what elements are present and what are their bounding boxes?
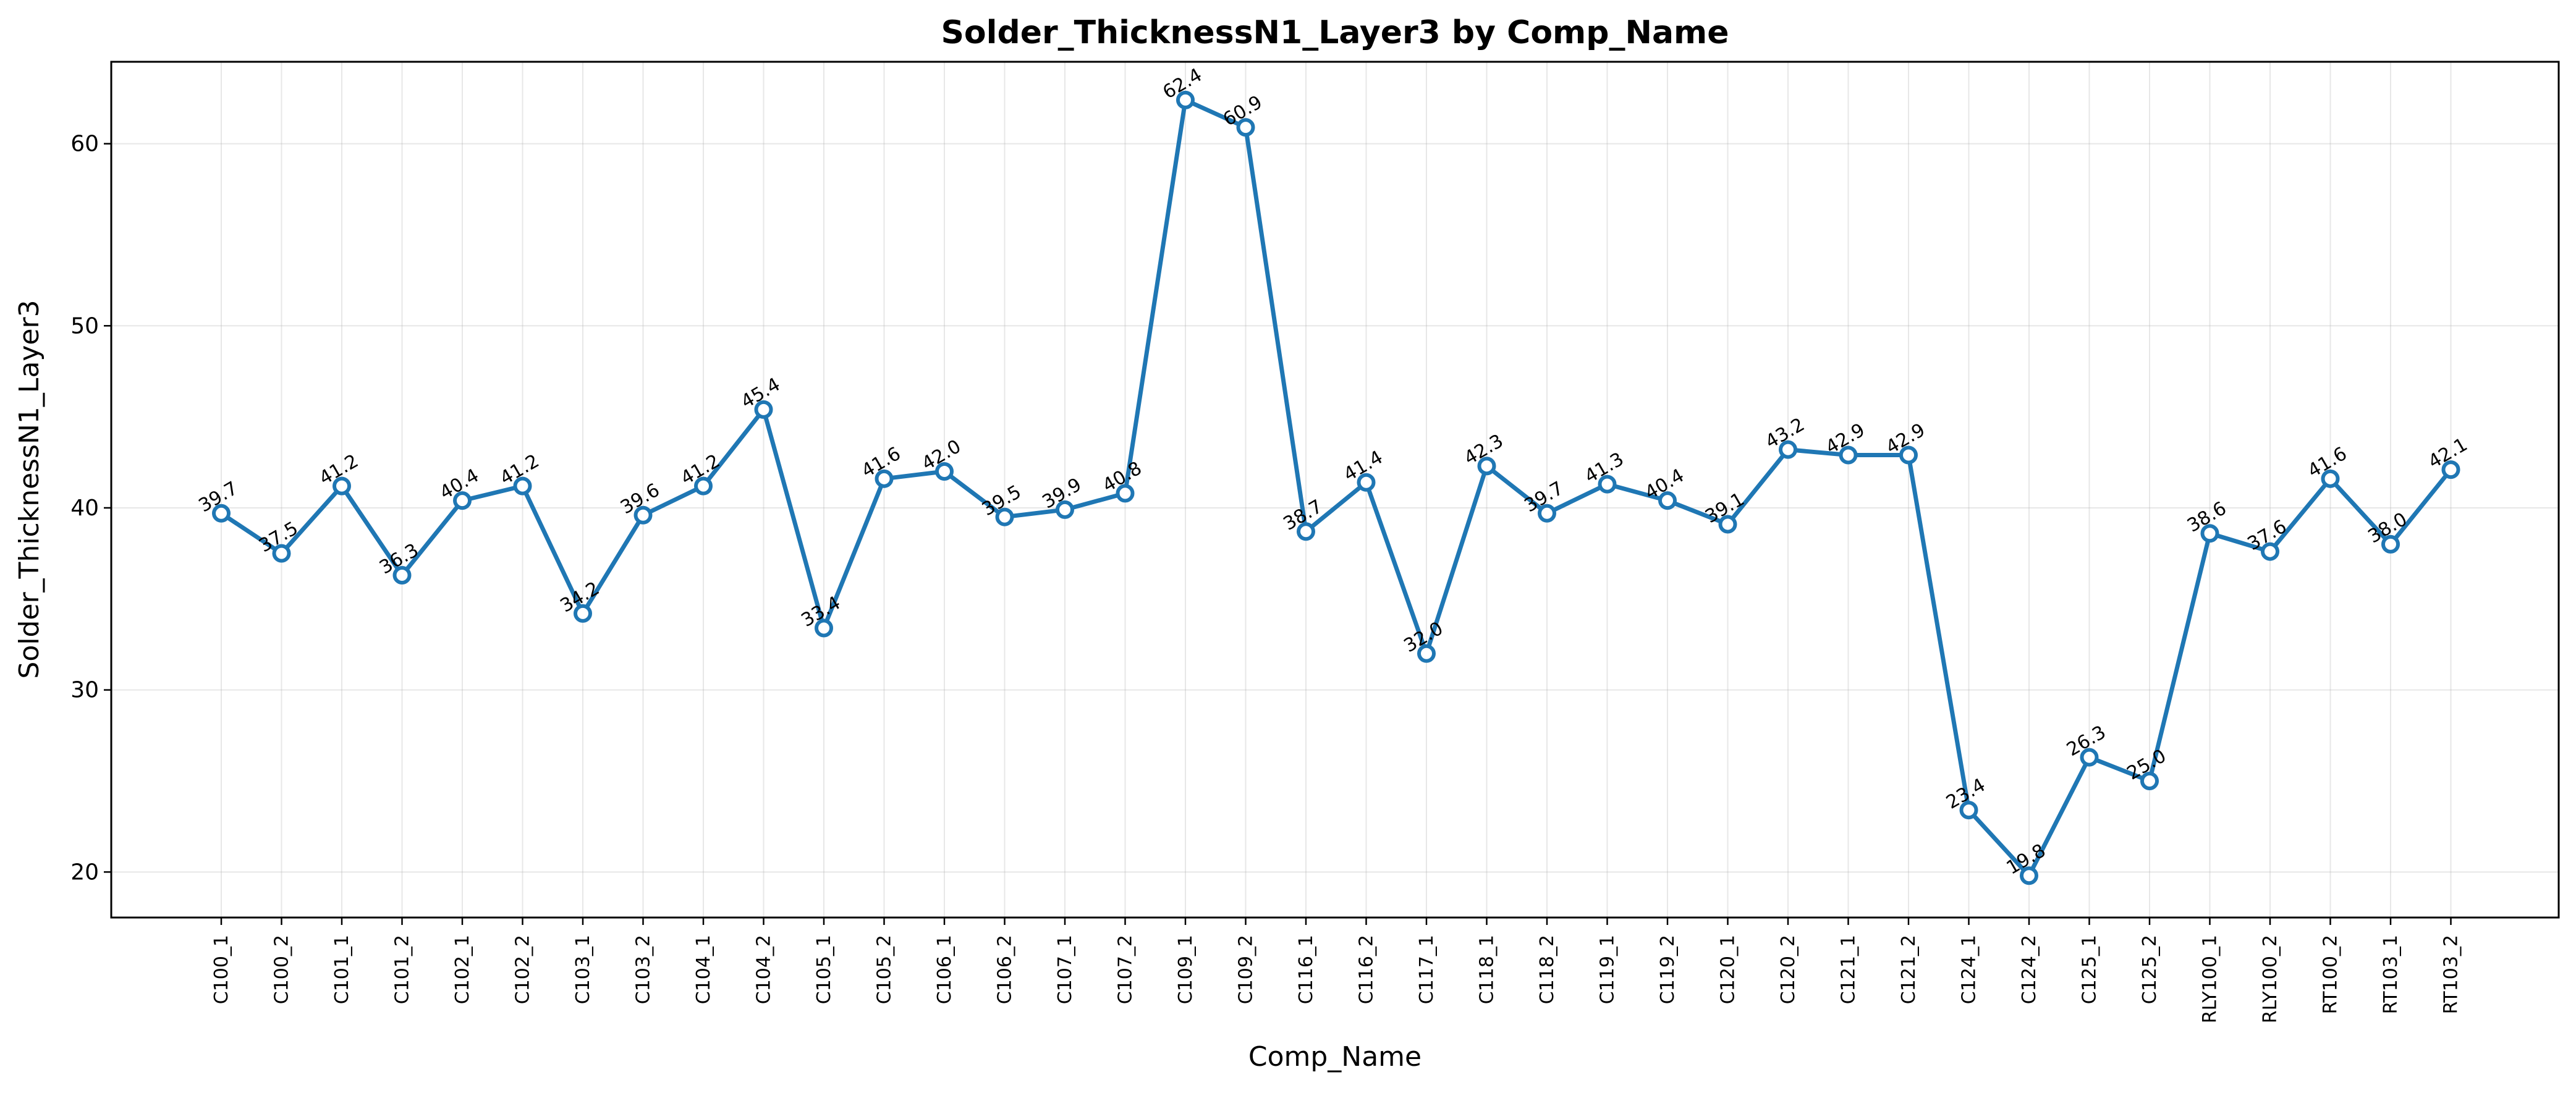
y-tick-label: 60 [70,132,99,157]
x-tick-label: C119_1 [1597,935,1619,1004]
data-point [815,618,833,638]
data-point [2200,524,2219,543]
data-point [995,507,1014,526]
x-tick-label: C102_2 [512,935,534,1004]
data-point [935,462,954,481]
x-tick-label: RLY100_2 [2260,935,2281,1023]
data-point [2381,534,2400,554]
data-point [1718,515,1737,534]
x-tick-label: C105_1 [813,935,835,1004]
x-tick-label: C109_1 [1175,935,1197,1004]
data-point [1297,522,1315,541]
data-point [574,604,592,623]
data-point [1959,801,1978,820]
x-tick-label: RT103_2 [2441,935,2462,1014]
x-tick-label: C103_2 [633,935,655,1004]
x-tick-label: C116_1 [1295,935,1317,1004]
x-tick-label: C125_2 [2139,935,2161,1004]
data-point [1176,90,1195,109]
x-tick-label: C102_1 [452,935,473,1004]
x-tick-label: C120_1 [1718,935,1739,1004]
data-point [754,400,773,419]
x-tick-label: C119_2 [1657,935,1679,1004]
data-point [1056,500,1074,519]
data-point [392,566,412,584]
data-point [333,476,351,496]
plot-frame [110,61,2560,919]
x-tick-label: C100_1 [211,935,232,1004]
x-tick-label: C109_2 [1235,935,1257,1004]
data-point [1236,118,1255,137]
y-tick-label: 50 [70,313,99,339]
x-tick-label: C117_1 [1416,935,1438,1004]
x-tick-label: C107_2 [1115,935,1137,1004]
x-tick-label: C107_1 [1054,935,1076,1004]
data-point [633,505,653,525]
data-point [212,504,231,523]
data-point [2080,748,2099,767]
y-tick-label: 40 [70,496,99,521]
x-axis-label: Comp_Name [1248,1041,1421,1073]
x-tick-label: RT103_1 [2380,935,2402,1014]
x-tick-label: C121_2 [1898,935,1920,1004]
data-point [513,476,532,496]
x-tick-label: C106_2 [994,935,1016,1004]
x-tick-label: C121_1 [1838,935,1860,1004]
x-tick-label: RLY100_1 [2200,935,2221,1023]
data-point [1899,445,1918,465]
data-point [2020,866,2038,885]
data-point [1658,491,1677,510]
x-tick-label: C118_2 [1536,935,1558,1004]
x-tick-label: C101_2 [392,935,413,1004]
x-tick-label: C105_2 [874,935,896,1004]
data-point [272,544,291,563]
x-tick-label: C103_1 [572,935,594,1004]
x-tick-label: C101_1 [331,935,353,1004]
data-point [694,476,713,496]
x-tick-label: C104_2 [753,935,775,1004]
x-tick-label: C106_1 [934,935,955,1004]
data-point [1779,440,1797,459]
data-point [1357,473,1376,492]
x-axis: C100_1 C100_2 C101_1 C101_2 C102_1 C102_2 C103… [211,918,2462,1023]
x-tick-label: C125_1 [2079,935,2101,1004]
data-point [1598,475,1617,494]
y-axis-label: Solder_ThicknessN1_Layer3 [14,300,45,678]
x-tick-label: C118_1 [1477,935,1498,1004]
data-point [2140,771,2159,790]
data-point [1477,457,1496,476]
data-point [2261,542,2279,561]
series-line [212,90,2460,885]
data-point [453,491,472,510]
data-point [1417,644,1436,663]
data-point [875,469,894,488]
chart-title: Solder_ThicknessN1_Layer3 by Comp_Name [941,14,1729,51]
x-tick-label: C120_2 [1777,935,1799,1004]
data-point [1839,445,1858,465]
data-point [1116,484,1135,503]
x-tick-label: C124_2 [2019,935,2040,1004]
data-point [2321,469,2340,488]
y-tick-label: 20 [70,859,99,885]
x-tick-label: C116_2 [1356,935,1378,1004]
x-tick-label: C124_1 [1959,935,1980,1004]
data-point [2441,460,2460,479]
y-axis: 20 30 40 50 60 [70,132,111,885]
x-tick-label: C104_1 [693,935,714,1004]
y-tick-label: 30 [70,678,99,703]
series-polyline [220,98,2453,878]
data-point [1538,504,1556,523]
x-tick-label: C100_2 [271,935,293,1004]
x-tick-label: RT100_2 [2320,935,2342,1014]
